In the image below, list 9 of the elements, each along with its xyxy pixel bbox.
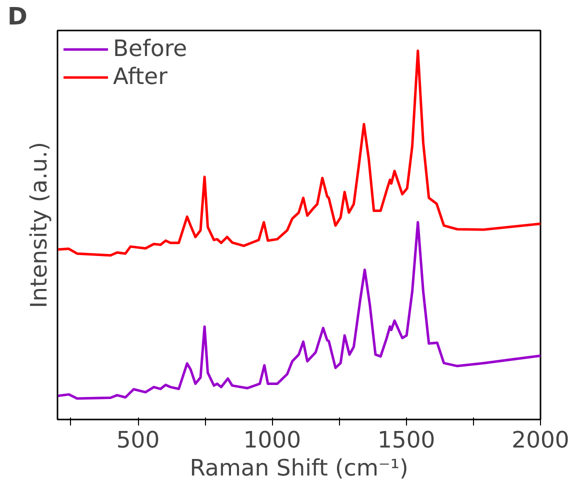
legend-label: Before xyxy=(113,36,188,62)
x-tick-label: 1000 xyxy=(243,428,302,454)
x-axis-title: Raman Shift (cm⁻¹) xyxy=(190,456,408,482)
x-tick-label: 500 xyxy=(116,428,160,454)
y-axis-title: Intensity (a.u.) xyxy=(26,142,52,308)
text: D xyxy=(8,2,28,30)
legend-label: After xyxy=(113,64,168,90)
x-tick-label: 1500 xyxy=(378,428,436,454)
x-tick-label: 2000 xyxy=(512,428,570,454)
